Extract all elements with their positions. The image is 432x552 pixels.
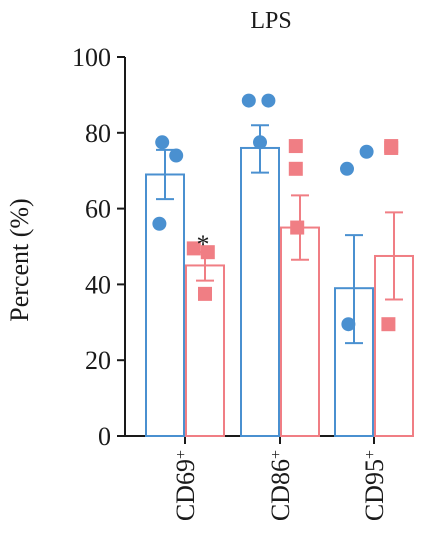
bars <box>145 93 414 438</box>
data-point <box>253 135 267 150</box>
y-axis-label: Percent (%) <box>5 198 34 321</box>
y-tick-label: 0 <box>98 422 111 451</box>
axes: 0 20 40 60 80 100 <box>72 43 412 451</box>
data-point <box>200 245 215 260</box>
data-point <box>359 144 374 159</box>
bar <box>240 146 280 438</box>
significance-marker: * <box>197 230 210 259</box>
data-point <box>198 286 212 301</box>
data-point <box>341 317 356 332</box>
labels: CD69+ CD86+ CD95+ * <box>171 230 389 521</box>
y-tick-label: 20 <box>85 346 111 375</box>
x-tick-label: CD69+ <box>171 450 200 521</box>
data-point <box>290 220 305 235</box>
y-tick-label: 80 <box>85 119 111 148</box>
data-point <box>288 139 303 154</box>
data-point <box>381 317 396 332</box>
data-point <box>340 161 354 176</box>
bar <box>145 173 185 438</box>
chart-title: LPS <box>250 8 291 34</box>
y-tick-label: 60 <box>85 195 111 224</box>
data-point <box>384 140 399 155</box>
y-tick-label: 40 <box>85 270 111 299</box>
x-tick-label: CD86+ <box>266 450 295 521</box>
y-tick-label: 100 <box>72 43 111 72</box>
data-point <box>288 161 303 176</box>
data-point <box>241 93 256 108</box>
data-point <box>169 148 184 163</box>
data-point <box>186 241 201 256</box>
data-point <box>152 216 167 231</box>
data-point <box>155 135 170 150</box>
x-tick-label: CD95+ <box>360 450 389 521</box>
data-point <box>261 93 276 108</box>
